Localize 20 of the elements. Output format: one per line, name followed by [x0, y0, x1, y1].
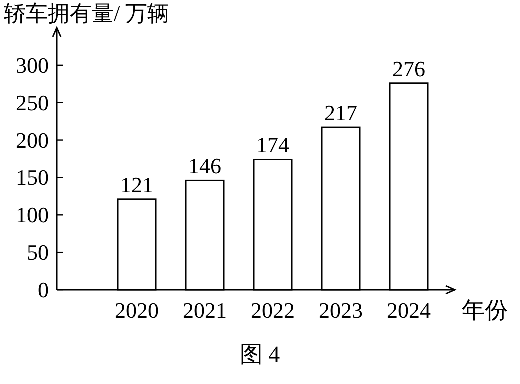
- y-tick-label: 100: [16, 202, 49, 228]
- x-tick-label: 2024: [387, 298, 431, 323]
- x-axis-title: 年份: [462, 298, 508, 323]
- y-tick-label: 50: [27, 240, 49, 266]
- data-label: 276: [392, 56, 426, 82]
- x-tick-label: 2023: [319, 298, 363, 323]
- y-tick-label: 300: [16, 52, 49, 78]
- data-label: 217: [324, 100, 358, 126]
- y-tick-label: 0: [38, 278, 49, 302]
- y-tick-label: 250: [16, 90, 49, 116]
- data-label: 146: [188, 154, 222, 179]
- x-tick-label: 2022: [251, 298, 295, 323]
- y-axis-title: 轿车拥有量/ 万辆: [4, 1, 170, 26]
- x-tick-label: 2021: [183, 298, 227, 323]
- x-tick-label: 2020: [115, 298, 159, 323]
- data-label: 174: [256, 132, 290, 158]
- caption: 图 4: [240, 342, 280, 367]
- y-tick-label: 200: [16, 128, 49, 153]
- data-label: 121: [120, 172, 154, 198]
- y-tick-label: 150: [16, 165, 49, 190]
